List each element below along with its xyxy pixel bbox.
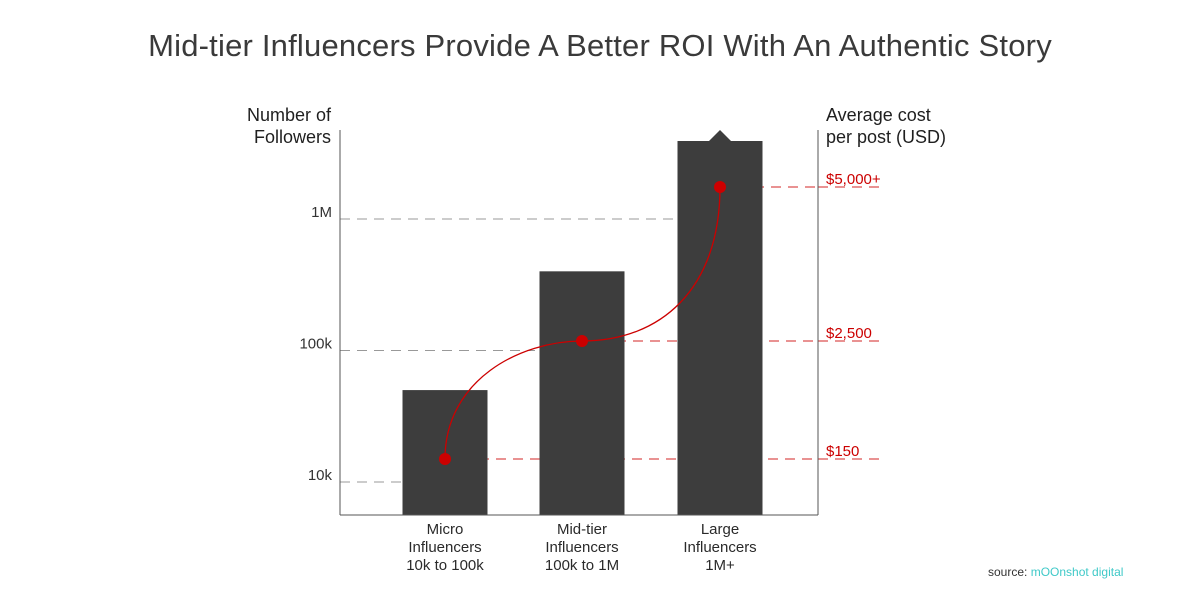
category-label: Influencers — [683, 539, 756, 556]
left-axis-title: Number of — [247, 105, 332, 125]
category-label: 100k to 1M — [545, 557, 619, 574]
category-label: 1M+ — [705, 557, 735, 574]
chart-labels: 10k 100k 1M $150 $2,500 $5,000+ Number ofFollo… — [247, 105, 946, 574]
source-brand: mOOnshot digital — [1030, 565, 1124, 579]
cost-point — [439, 453, 451, 465]
left-axis-title: Followers — [254, 127, 331, 147]
category-label: Influencers — [545, 539, 618, 556]
cost-series — [439, 181, 726, 465]
left-tick-label: 100k — [299, 336, 332, 353]
category-label: 10k to 100k — [406, 557, 484, 574]
category-label: Influencers — [408, 539, 481, 556]
right-axis-title: per post (USD) — [826, 127, 946, 147]
cost-point — [714, 181, 726, 193]
bar-overflow-arrow — [709, 130, 731, 141]
chart-title: Mid-tier Influencers Provide A Better RO… — [148, 28, 1052, 63]
right-axis-title: Average cost — [826, 105, 931, 125]
axes — [339, 130, 819, 516]
source-note: source: mOOnshot digital — [988, 565, 1123, 579]
cost-point — [576, 335, 588, 347]
source-prefix: source: — [988, 565, 1028, 579]
right-tick-label: $2,500 — [826, 325, 872, 342]
right-tick-label: $5,000+ — [826, 171, 881, 188]
left-tick-label: 10k — [308, 467, 333, 484]
right-tick-label: $150 — [826, 443, 859, 460]
bars — [402, 130, 763, 515]
bar — [539, 271, 625, 515]
category-label: Mid-tier — [557, 521, 607, 538]
left-tick-label: 1M — [311, 204, 332, 221]
category-label: Micro — [427, 521, 464, 538]
category-label: Large — [701, 521, 739, 538]
